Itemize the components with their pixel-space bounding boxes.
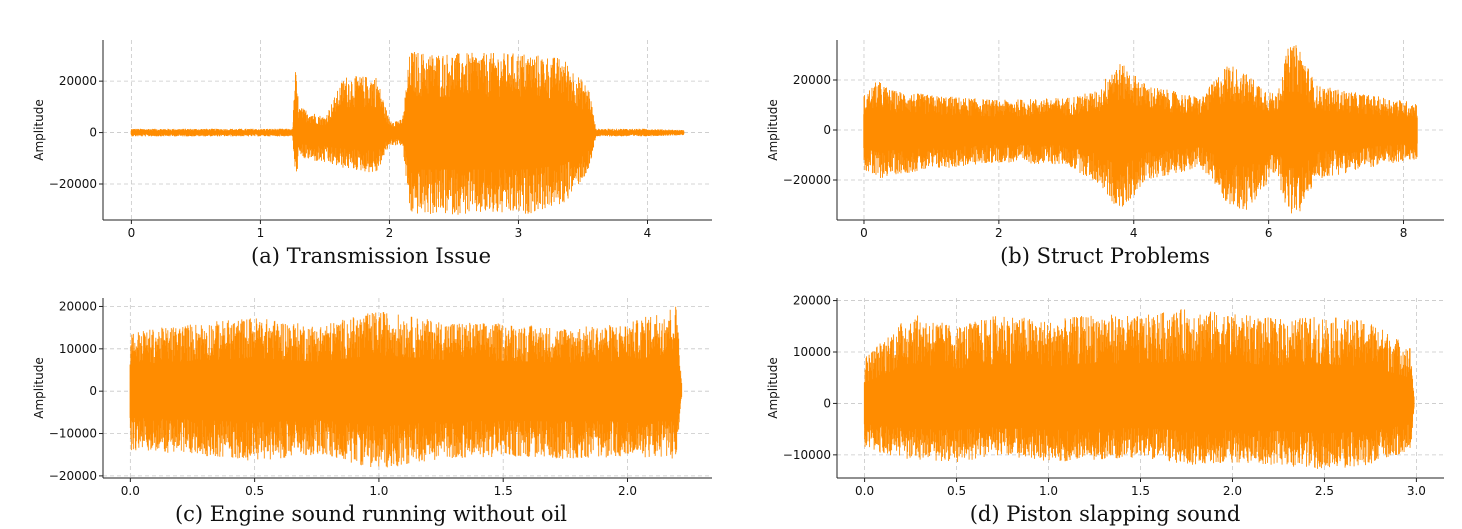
- y-tick-label: 0: [89, 126, 97, 140]
- y-tick-label: 20000: [59, 74, 97, 88]
- y-axis-label: Amplitude: [32, 99, 46, 161]
- x-tick-label: 0: [860, 226, 868, 240]
- x-tick-label: 1.0: [369, 484, 388, 498]
- y-tick-label: −10000: [783, 448, 831, 462]
- y-tick-label: 0: [823, 123, 831, 137]
- panel-caption: (d) Piston slapping sound: [970, 502, 1241, 526]
- y-tick-label: −20000: [49, 469, 97, 483]
- y-tick-label: −20000: [783, 173, 831, 187]
- x-tick-label: 0.5: [947, 484, 966, 498]
- x-tick-label: 0.0: [121, 484, 140, 498]
- y-axis-label: Amplitude: [766, 99, 780, 161]
- y-tick-label: 0: [89, 384, 97, 398]
- y-axis-label: Amplitude: [32, 357, 46, 419]
- x-tick-label: 3.0: [1407, 484, 1426, 498]
- y-tick-label: 20000: [793, 73, 831, 87]
- x-tick-label: 6: [1265, 226, 1273, 240]
- x-tick-label: 2.0: [1223, 484, 1242, 498]
- x-tick-label: 3: [515, 226, 523, 240]
- x-tick-label: 1.5: [1131, 484, 1150, 498]
- y-tick-label: 10000: [793, 345, 831, 359]
- x-tick-label: 0.0: [855, 484, 874, 498]
- x-tick-label: 1.0: [1039, 484, 1058, 498]
- panel-caption: (b) Struct Problems: [1000, 244, 1210, 268]
- y-tick-label: 0: [823, 396, 831, 410]
- x-tick-label: 2.0: [618, 484, 637, 498]
- panel-engine-without-oil: 0.0 0.5 1.0 1.5 2.0 20000 10000 0 −10000 −20000 Am…: [32, 298, 712, 526]
- x-tick-label: 2: [386, 226, 394, 240]
- x-tick-label: 1.5: [494, 484, 513, 498]
- x-tick-label: 2: [995, 226, 1003, 240]
- waveform-core: [863, 91, 1418, 169]
- x-tick-label: 2.5: [1315, 484, 1334, 498]
- panel-piston-slapping: 0.0 0.5 1.0 1.5 2.0 2.5 3.0 20000 10000 0 −10000 Am…: [766, 294, 1444, 526]
- panel-transmission-issue: 0 1 2 3 4 20000 0 −20000 Amplitude (a) Transmissi…: [32, 40, 712, 268]
- y-tick-label: 10000: [59, 342, 97, 356]
- panel-caption: (a) Transmission Issue: [251, 244, 491, 268]
- x-tick-label: 4: [1130, 226, 1138, 240]
- y-axis-label: Amplitude: [766, 357, 780, 419]
- y-tick-label: 20000: [793, 294, 831, 308]
- panel-caption: (c) Engine sound running without oil: [175, 502, 567, 526]
- y-tick-label: −20000: [49, 177, 97, 191]
- x-tick-label: 4: [644, 226, 652, 240]
- y-tick-label: −10000: [49, 427, 97, 441]
- x-tick-label: 0.5: [245, 484, 264, 498]
- waveform-core: [129, 352, 682, 427]
- waveform-core: [863, 360, 1415, 434]
- y-tick-label: 20000: [59, 299, 97, 313]
- x-tick-label: 0: [128, 226, 136, 240]
- x-tick-label: 8: [1400, 226, 1408, 240]
- x-tick-label: 1: [257, 226, 265, 240]
- waveform-core: [130, 95, 685, 170]
